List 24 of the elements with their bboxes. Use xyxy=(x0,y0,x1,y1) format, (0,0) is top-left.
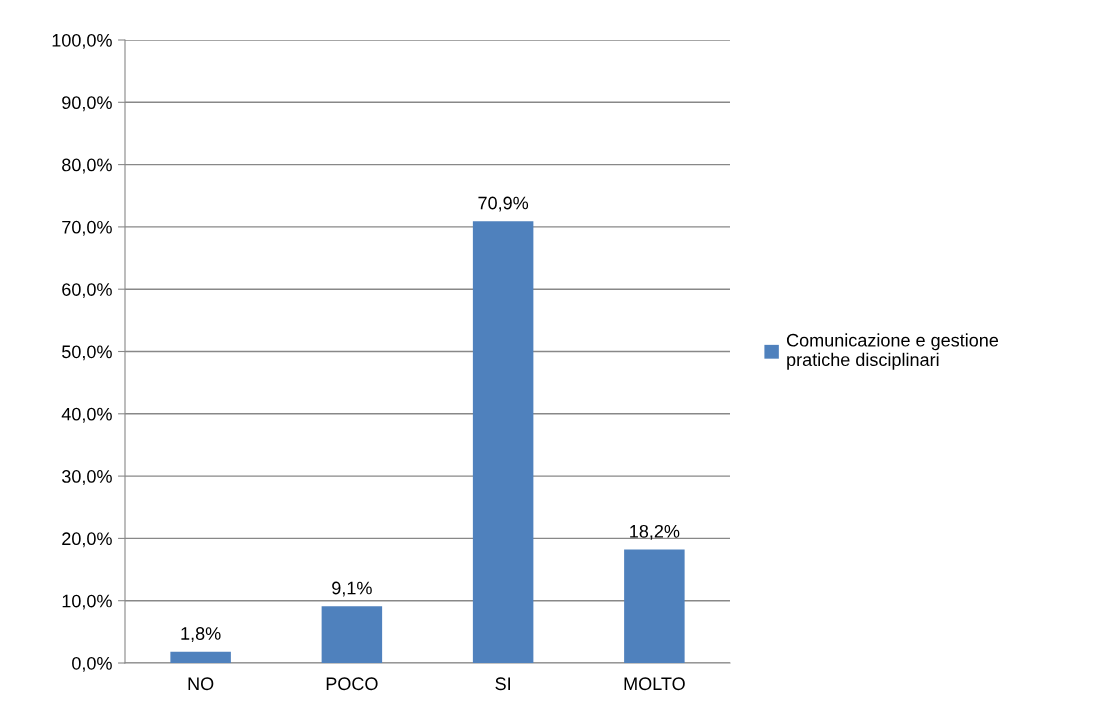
y-tick-label: 80,0% xyxy=(62,158,112,174)
x-tick-label: NO xyxy=(188,677,214,691)
bar xyxy=(624,549,685,663)
y-tick-label: 40,0% xyxy=(61,407,112,423)
y-tick-label: 90,0% xyxy=(62,96,112,112)
bar xyxy=(170,651,231,663)
data-label: 1,8% xyxy=(181,627,221,643)
y-tick-label: 70,0% xyxy=(62,220,112,236)
y-tick-label: 30,0% xyxy=(62,470,112,485)
y-tick-label: 60,0% xyxy=(62,283,112,299)
x-tick-label: POCO xyxy=(326,677,378,691)
data-label: 70,9% xyxy=(478,196,529,212)
y-tick-label: 10,0% xyxy=(62,594,112,610)
x-tick-label: MOLTO xyxy=(624,677,685,691)
data-label: 9,1% xyxy=(332,581,372,597)
y-tick-label: 100,0% xyxy=(52,33,112,49)
y-tick-label: 0,0% xyxy=(72,656,112,672)
legend-label: Comunicazione e gestione pratiche disciplinari xyxy=(786,333,999,370)
data-label: 18,2% xyxy=(630,524,680,540)
y-tick-label: 20,0% xyxy=(62,532,112,548)
bar xyxy=(321,606,383,663)
bar xyxy=(472,221,534,663)
x-tick-label: SI xyxy=(495,677,510,691)
y-tick-label: 50,0% xyxy=(62,345,112,361)
